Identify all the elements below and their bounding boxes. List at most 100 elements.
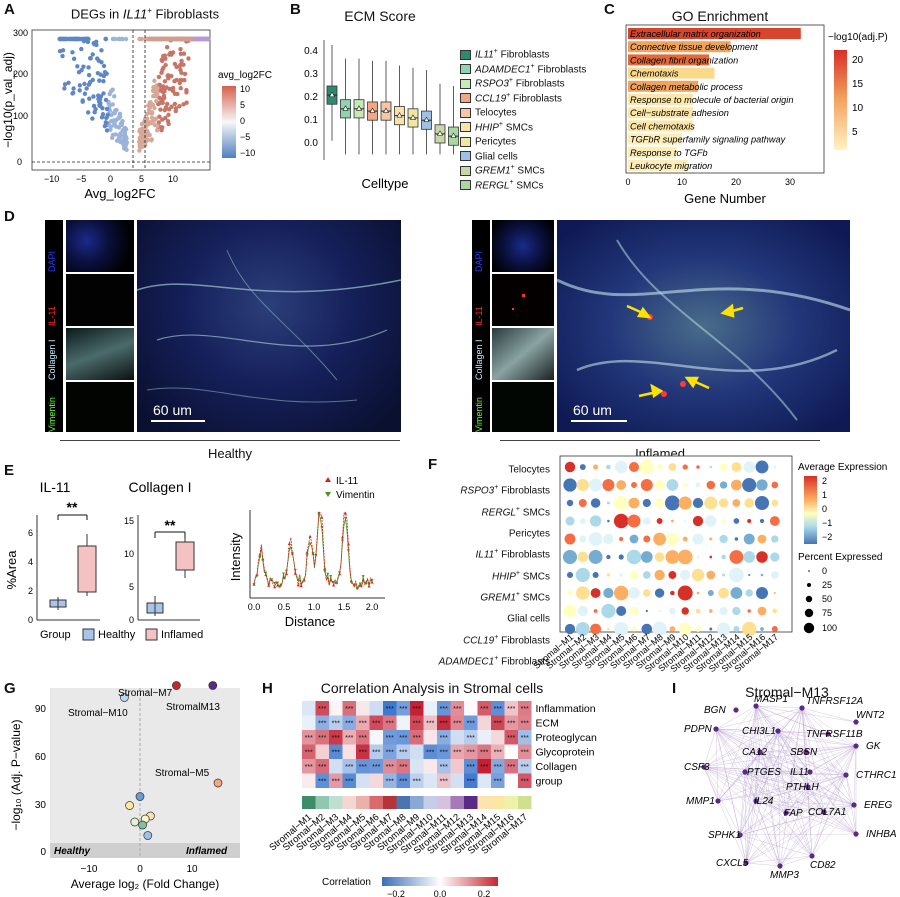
e-sig-il11: ** <box>67 499 78 515</box>
i-edge <box>779 855 813 867</box>
a-point <box>150 110 155 115</box>
f-dot <box>670 519 674 523</box>
a-point <box>87 79 93 85</box>
a-point <box>112 94 117 99</box>
a-point <box>118 131 123 136</box>
h-star: *** <box>345 779 353 786</box>
h-cell <box>342 715 356 730</box>
d-right-dapi-image <box>492 220 554 272</box>
i-edge <box>739 833 857 836</box>
i-edge <box>715 728 746 773</box>
i-edge <box>777 730 781 867</box>
f-dot <box>576 478 589 492</box>
i-gene-label: CXCL5 <box>716 858 749 869</box>
i-edge <box>703 766 809 788</box>
h-group-swatch <box>383 796 397 809</box>
a-point <box>179 58 184 64</box>
i-edge <box>739 730 779 836</box>
panel-f-dotplot: Stromal−M1Stromal−M2Stromal−M3Stromal−M4… <box>531 455 887 674</box>
i-edge <box>717 774 847 802</box>
f-row-label: Telocytes <box>508 464 550 476</box>
h-cell <box>369 773 383 788</box>
panel-b-title: ECM Score <box>344 8 416 24</box>
f-dot <box>730 479 742 491</box>
a-ctick: 0 <box>240 116 245 126</box>
f-dot <box>562 549 578 565</box>
h-cell <box>383 744 397 759</box>
a-point <box>117 36 122 42</box>
f-legend-expr-title: Average Expression <box>798 462 887 473</box>
a-colorbar <box>222 86 236 158</box>
f-dot <box>733 518 740 524</box>
i-gene-label: COL7A1 <box>808 807 846 818</box>
h-star: *** <box>332 779 340 786</box>
g-label-m10: Stromal−M10 <box>68 708 128 719</box>
g-point <box>130 817 140 827</box>
f-dot <box>607 627 610 631</box>
i-edge <box>779 811 825 867</box>
h-cell <box>329 759 343 774</box>
h-group-swatch <box>504 796 518 809</box>
f-dot <box>566 499 574 507</box>
a-point <box>101 91 106 96</box>
panel-label-c: C <box>604 1 615 18</box>
a-point <box>113 124 119 129</box>
panel-c-title: GO Enrichment <box>671 8 769 24</box>
f-dot <box>575 622 590 636</box>
h-star: *** <box>467 764 475 771</box>
h-cell <box>518 744 532 759</box>
h-star: *** <box>467 750 475 757</box>
h-cell <box>437 744 451 759</box>
a-point <box>73 36 78 42</box>
h-cell <box>383 759 397 774</box>
i-edge <box>755 800 813 857</box>
h-star: *** <box>399 779 407 786</box>
c-term-label: Collagen metabolic process <box>630 82 743 92</box>
panel-e: IL-11 Collagen I %Area 0 2 4 6 ** 0 5 10… <box>0 460 420 645</box>
a-point <box>60 48 66 53</box>
panel-a-volcano: −10 −5 0 5 10 0 100 200 300 Avg_log2FC −… <box>1 28 272 201</box>
a-point <box>165 118 171 124</box>
a-point <box>158 107 163 112</box>
f-dot <box>607 519 610 523</box>
e-line-legend-vim: Vimentin <box>336 490 375 501</box>
a-point <box>181 62 186 67</box>
h-star: *** <box>507 706 515 713</box>
c-xtick: 20 <box>731 177 741 187</box>
a-point <box>186 56 191 61</box>
a-point <box>75 64 80 69</box>
f-dot <box>760 573 764 577</box>
f-dot <box>640 551 653 563</box>
i-edge <box>703 766 813 857</box>
e-il11-marker <box>287 542 291 546</box>
i-edge <box>745 811 825 864</box>
b-mean <box>355 105 363 111</box>
f-dot <box>614 621 629 637</box>
i-node <box>753 798 759 804</box>
a-point <box>159 127 164 133</box>
i-gene-label: CHI3L1 <box>742 726 776 737</box>
h-group-swatch <box>423 796 437 809</box>
i-node <box>807 769 813 775</box>
i-edge <box>759 751 809 788</box>
f-dot <box>678 496 692 510</box>
i-edge <box>744 745 857 773</box>
i-node <box>825 731 831 737</box>
f-dot <box>629 606 639 616</box>
f-dot <box>643 589 651 597</box>
b-ytick: 0.3 <box>304 69 318 80</box>
e-vim-marker <box>370 578 374 582</box>
h-ltick: 0.2 <box>478 889 491 897</box>
i-edge <box>755 751 761 802</box>
h-cell <box>329 773 343 788</box>
g-ytick: 90 <box>35 704 47 715</box>
h-cell <box>423 759 437 774</box>
a-point <box>95 56 100 61</box>
e-group-label: Group <box>40 629 71 641</box>
h-star: *** <box>440 764 448 771</box>
e-legend-healthy: Healthy <box>98 629 136 641</box>
i-node <box>701 764 707 770</box>
f-dot <box>656 518 663 524</box>
d-left-underline <box>60 440 400 441</box>
i-edge <box>811 811 825 857</box>
